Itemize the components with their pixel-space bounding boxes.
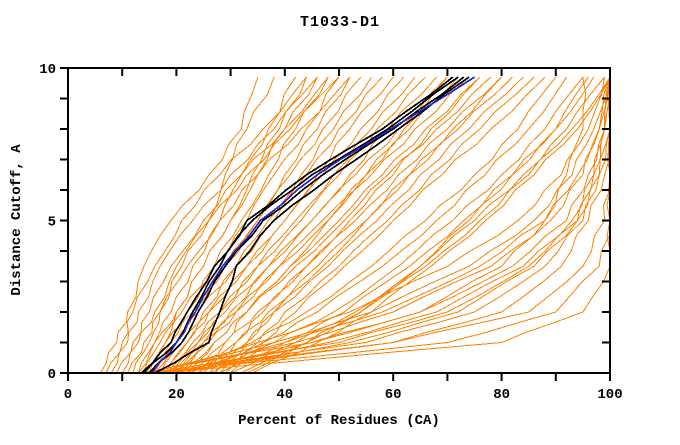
model-curves bbox=[100, 76, 611, 374]
curve-other-models bbox=[208, 76, 584, 374]
curve-other-models bbox=[219, 76, 502, 374]
curve-other-models bbox=[170, 77, 611, 374]
curve-other-models bbox=[110, 76, 318, 374]
curve-other-models bbox=[208, 76, 481, 374]
curve-other-models bbox=[143, 77, 611, 374]
curve-other-models bbox=[219, 76, 595, 374]
curve-other-models bbox=[159, 76, 405, 374]
x-axis-title: Percent of Residues (CA) bbox=[238, 413, 440, 429]
x-tick-label: 40 bbox=[276, 387, 293, 403]
x-tick-label: 0 bbox=[64, 387, 72, 403]
curve-other-models bbox=[170, 76, 416, 374]
curve-other-models bbox=[100, 76, 259, 374]
curve-other-models bbox=[105, 76, 307, 374]
y-tick-label: 10 bbox=[39, 62, 56, 78]
curve-other-models bbox=[213, 76, 524, 374]
curve-other-models bbox=[116, 76, 329, 374]
axis-tick-labels: 0 20 40 60 80 100 0 5 10 bbox=[39, 62, 622, 403]
x-tick-label: 100 bbox=[597, 387, 622, 403]
curve-other-models bbox=[143, 76, 340, 374]
curve-other-models bbox=[224, 76, 535, 374]
curve-other-models bbox=[176, 76, 611, 374]
curve-best-model bbox=[151, 76, 475, 374]
curve-other-models bbox=[252, 76, 611, 374]
curve-highlighted-models bbox=[154, 76, 470, 374]
y-tick-label: 0 bbox=[48, 367, 56, 383]
curve-other-models bbox=[143, 76, 307, 374]
curve-other-models bbox=[121, 76, 340, 374]
curve-highlighted-models bbox=[140, 76, 459, 374]
curve-other-models bbox=[230, 76, 546, 374]
curve-other-models bbox=[159, 77, 606, 374]
curve-other-models bbox=[176, 77, 587, 374]
y-axis-title: Distance Cutoff, A bbox=[9, 144, 25, 296]
axis-ticks bbox=[60, 67, 611, 381]
y-tick-label: 5 bbox=[48, 215, 56, 231]
curve-other-models bbox=[149, 77, 611, 374]
curve-other-models bbox=[186, 76, 481, 374]
curve-other-models bbox=[230, 76, 605, 374]
x-tick-label: 60 bbox=[385, 387, 402, 403]
x-tick-label: 80 bbox=[493, 387, 510, 403]
curve-other-models bbox=[165, 76, 394, 374]
curve-other-models bbox=[170, 76, 448, 374]
curve-highlighted-models bbox=[148, 76, 465, 374]
curve-other-models bbox=[241, 76, 611, 374]
curve-other-models bbox=[132, 76, 275, 374]
chart-title: T1033-D1 bbox=[300, 14, 380, 31]
curve-other-models bbox=[165, 76, 427, 374]
curve-other-models bbox=[203, 76, 513, 374]
curve-other-models bbox=[197, 76, 448, 374]
curve-other-models bbox=[138, 76, 611, 374]
curve-other-models bbox=[186, 76, 557, 374]
curve-other-models bbox=[148, 76, 329, 374]
x-tick-label: 20 bbox=[168, 387, 185, 403]
curve-other-models bbox=[127, 76, 351, 374]
curve-other-models bbox=[181, 77, 611, 374]
curve-other-models bbox=[181, 76, 459, 374]
